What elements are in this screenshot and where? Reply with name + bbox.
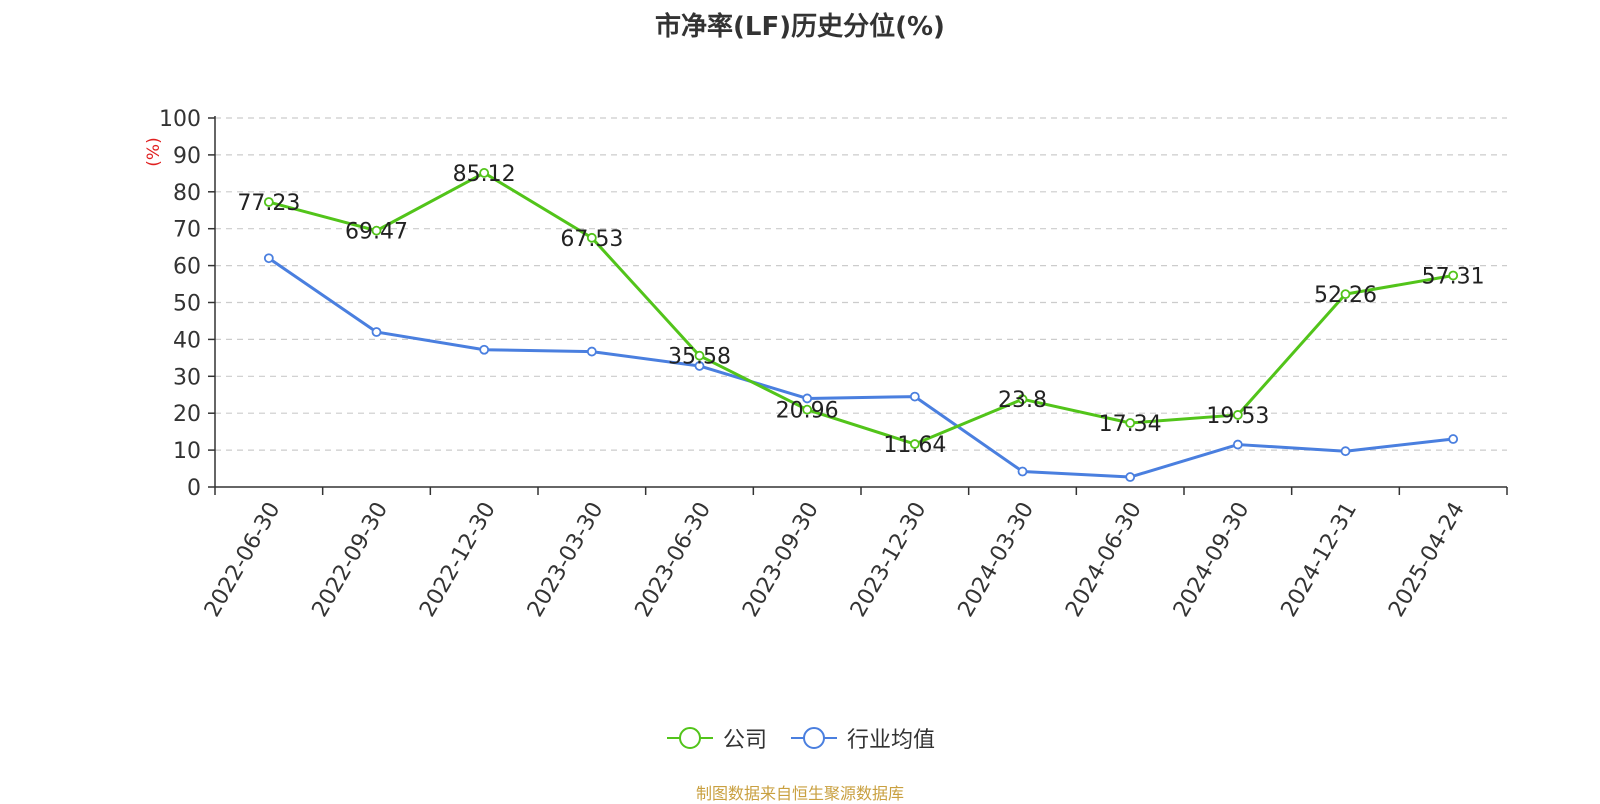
y-tick-label: 20 [173,402,201,427]
source-note: 制图数据来自恒生聚源数据库 [695,784,904,803]
data-point-company [1232,410,1243,420]
series-line-industry-average [267,256,1454,479]
data-point-industry-average [586,346,597,357]
x-tick-label: 2023-12-30 [846,498,932,621]
y-tick-label: 0 [187,476,201,501]
data-label: 85.12 [453,162,516,187]
data-point-industry-average [479,344,490,355]
data-labels: 77.23 69.47 85.12 67.53 35.58 20.96 11.64 23.8 1… [237,162,1484,458]
y-tick-label: 70 [173,218,201,243]
y-tick-label: 100 [159,107,201,132]
data-point-company [263,197,274,207]
x-tick-label: 2024-03-30 [954,498,1040,621]
data-point-company [802,404,813,415]
data-label: 23.8 [998,388,1047,413]
data-label: 35.58 [668,345,731,370]
y-tick-label: 50 [173,292,201,317]
y-tick-label: 30 [173,365,201,390]
data-point-company [479,168,490,178]
x-tick-label: 2025-04-24 [1384,498,1470,621]
data-label: 69.47 [345,220,408,245]
data-point-industry-average [1340,446,1351,457]
data-point-company [586,232,597,243]
data-point-company [694,350,705,361]
y-tick-label: 40 [173,328,201,353]
legend-item-industry-average[interactable]: 行业均值 [789,722,935,754]
x-tick-label: 2022-12-30 [415,498,501,621]
x-tick-label: 2023-03-30 [523,498,609,621]
y-tick-label: 60 [173,255,201,280]
x-tick-label: 2024-09-30 [1169,498,1255,621]
legend-label-industry-average: 行业均值 [847,728,936,753]
series-lines [263,168,1459,482]
x-tick-label: 2022-06-30 [200,498,286,621]
data-point-industry-average [263,253,274,264]
data-label: 11.64 [883,433,946,458]
legend-company-swatch-icon [666,727,713,749]
data-point-company [909,439,920,449]
y-tick-label: 80 [173,181,201,206]
data-label: 52.26 [1314,283,1377,308]
data-point-industry-average [1017,466,1028,477]
data-point-industry-average [802,393,813,404]
legend-industry-swatch-icon [791,727,837,749]
y-tick-label: 10 [173,439,201,464]
data-label: 77.23 [237,191,300,216]
data-point-industry-average [1125,472,1136,482]
x-tick-label: 2024-06-30 [1061,498,1147,621]
data-point-industry-average [1232,439,1243,450]
data-point-industry-average [909,391,920,402]
data-point-industry-average [1448,434,1459,444]
x-tick-label: 2023-09-30 [738,498,824,621]
data-label: 17.34 [1099,412,1162,437]
data-point-company [371,225,382,236]
y-tick-label: 90 [173,144,201,169]
data-label: 19.53 [1206,404,1269,429]
data-point-company [1017,394,1028,405]
legend-item-company[interactable]: 公司 [665,722,767,754]
legend: 公司 行业均值 [0,722,1600,754]
data-label: 67.53 [560,227,623,252]
chart-title: 市净率(LF)历史分位(%) [655,12,945,42]
data-label: 20.96 [776,399,839,424]
y-axis-label: (%) [144,137,164,166]
data-point-company [1125,418,1136,428]
data-label: 57.31 [1422,265,1485,290]
axes: 0 10 20 30 40 50 60 70 80 90 100 (%) 2022-06-30 2022-… [144,107,1508,621]
x-tick-label: 2022-09-30 [308,498,394,621]
data-point-industry-average [694,361,705,371]
data-point-company [1448,270,1459,281]
x-tick-label: 2024-12-31 [1277,498,1363,621]
x-tick-label: 2023-06-30 [631,498,717,621]
legend-label-company: 公司 [722,728,767,753]
data-point-company [1340,289,1351,300]
series-line-company [268,171,1454,446]
data-point-industry-average [371,327,382,337]
